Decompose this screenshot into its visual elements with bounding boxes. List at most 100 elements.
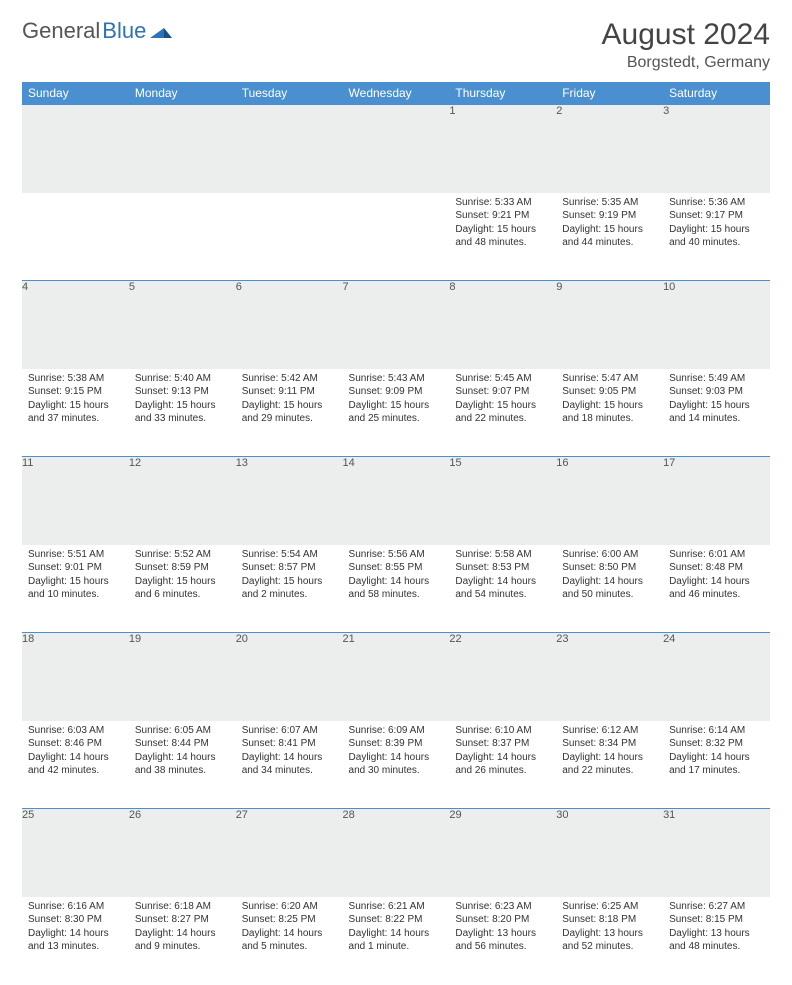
- day-number-cell: 15: [449, 457, 556, 545]
- daylight-line: Daylight: 15 hours and 44 minutes.: [562, 223, 657, 250]
- day-number-cell: 11: [22, 457, 129, 545]
- day-number-cell: [129, 105, 236, 193]
- day-number-cell: 14: [343, 457, 450, 545]
- day-number-cell: 27: [236, 809, 343, 897]
- weekday-header-row: SundayMondayTuesdayWednesdayThursdayFrid…: [22, 82, 770, 105]
- sunset-line: Sunset: 9:01 PM: [28, 561, 123, 575]
- daylight-line: Daylight: 15 hours and 14 minutes.: [669, 399, 764, 426]
- day-detail: Sunrise: 6:00 AMSunset: 8:50 PMDaylight:…: [556, 545, 663, 608]
- day-number-cell: 23: [556, 633, 663, 721]
- sunrise-line: Sunrise: 6:01 AM: [669, 548, 764, 562]
- sunset-line: Sunset: 8:50 PM: [562, 561, 657, 575]
- sunrise-line: Sunrise: 6:03 AM: [28, 724, 123, 738]
- daylight-line: Daylight: 14 hours and 54 minutes.: [455, 575, 550, 602]
- daylight-line: Daylight: 15 hours and 40 minutes.: [669, 223, 764, 250]
- day-detail: Sunrise: 5:38 AMSunset: 9:15 PMDaylight:…: [22, 369, 129, 432]
- day-number-cell: 5: [129, 281, 236, 369]
- daylight-line: Daylight: 13 hours and 52 minutes.: [562, 927, 657, 954]
- daylight-line: Daylight: 14 hours and 22 minutes.: [562, 751, 657, 778]
- day-body-cell: Sunrise: 6:01 AMSunset: 8:48 PMDaylight:…: [663, 545, 770, 633]
- header: GeneralBlue August 2024 Borgstedt, Germa…: [22, 18, 770, 72]
- sunrise-line: Sunrise: 5:51 AM: [28, 548, 123, 562]
- sunrise-line: Sunrise: 5:42 AM: [242, 372, 337, 386]
- day-body-cell: Sunrise: 5:45 AMSunset: 9:07 PMDaylight:…: [449, 369, 556, 457]
- day-body-row: Sunrise: 5:33 AMSunset: 9:21 PMDaylight:…: [22, 193, 770, 281]
- day-body-cell: Sunrise: 6:27 AMSunset: 8:15 PMDaylight:…: [663, 897, 770, 985]
- sunrise-line: Sunrise: 6:05 AM: [135, 724, 230, 738]
- day-number-cell: 8: [449, 281, 556, 369]
- day-detail: Sunrise: 5:56 AMSunset: 8:55 PMDaylight:…: [343, 545, 450, 608]
- day-body-cell: Sunrise: 5:36 AMSunset: 9:17 PMDaylight:…: [663, 193, 770, 281]
- sunset-line: Sunset: 9:13 PM: [135, 385, 230, 399]
- day-detail: Sunrise: 6:01 AMSunset: 8:48 PMDaylight:…: [663, 545, 770, 608]
- daylight-line: Daylight: 14 hours and 30 minutes.: [349, 751, 444, 778]
- sunrise-line: Sunrise: 5:54 AM: [242, 548, 337, 562]
- sunrise-line: Sunrise: 6:14 AM: [669, 724, 764, 738]
- day-number-cell: 30: [556, 809, 663, 897]
- day-body-cell: Sunrise: 5:51 AMSunset: 9:01 PMDaylight:…: [22, 545, 129, 633]
- daylight-line: Daylight: 13 hours and 56 minutes.: [455, 927, 550, 954]
- sunset-line: Sunset: 8:39 PM: [349, 737, 444, 751]
- sunrise-line: Sunrise: 5:43 AM: [349, 372, 444, 386]
- day-body-cell: [343, 193, 450, 281]
- day-detail: Sunrise: 5:33 AMSunset: 9:21 PMDaylight:…: [449, 193, 556, 256]
- day-detail: Sunrise: 5:54 AMSunset: 8:57 PMDaylight:…: [236, 545, 343, 608]
- sunset-line: Sunset: 8:46 PM: [28, 737, 123, 751]
- sunrise-line: Sunrise: 6:21 AM: [349, 900, 444, 914]
- sunset-line: Sunset: 9:11 PM: [242, 385, 337, 399]
- sunrise-line: Sunrise: 5:38 AM: [28, 372, 123, 386]
- day-number-cell: 31: [663, 809, 770, 897]
- day-number-cell: [343, 105, 450, 193]
- day-detail: Sunrise: 6:20 AMSunset: 8:25 PMDaylight:…: [236, 897, 343, 960]
- day-detail: Sunrise: 5:45 AMSunset: 9:07 PMDaylight:…: [449, 369, 556, 432]
- day-number-cell: 10: [663, 281, 770, 369]
- sunrise-line: Sunrise: 5:40 AM: [135, 372, 230, 386]
- day-body-cell: Sunrise: 6:18 AMSunset: 8:27 PMDaylight:…: [129, 897, 236, 985]
- sunset-line: Sunset: 8:37 PM: [455, 737, 550, 751]
- month-title: August 2024: [602, 18, 770, 52]
- day-body-cell: Sunrise: 5:58 AMSunset: 8:53 PMDaylight:…: [449, 545, 556, 633]
- day-number-cell: 28: [343, 809, 450, 897]
- daylight-line: Daylight: 14 hours and 26 minutes.: [455, 751, 550, 778]
- sunset-line: Sunset: 8:22 PM: [349, 913, 444, 927]
- sunrise-line: Sunrise: 6:12 AM: [562, 724, 657, 738]
- daylight-line: Daylight: 15 hours and 29 minutes.: [242, 399, 337, 426]
- day-detail: Sunrise: 6:09 AMSunset: 8:39 PMDaylight:…: [343, 721, 450, 784]
- day-number-cell: 1: [449, 105, 556, 193]
- day-number-cell: 24: [663, 633, 770, 721]
- day-body-row: Sunrise: 5:38 AMSunset: 9:15 PMDaylight:…: [22, 369, 770, 457]
- weekday-header: Thursday: [449, 82, 556, 105]
- sunset-line: Sunset: 9:07 PM: [455, 385, 550, 399]
- day-number-row: 11121314151617: [22, 457, 770, 545]
- sunset-line: Sunset: 8:41 PM: [242, 737, 337, 751]
- day-body-cell: Sunrise: 5:47 AMSunset: 9:05 PMDaylight:…: [556, 369, 663, 457]
- day-detail: Sunrise: 5:40 AMSunset: 9:13 PMDaylight:…: [129, 369, 236, 432]
- day-body-cell: Sunrise: 6:20 AMSunset: 8:25 PMDaylight:…: [236, 897, 343, 985]
- day-detail: Sunrise: 6:07 AMSunset: 8:41 PMDaylight:…: [236, 721, 343, 784]
- daylight-line: Daylight: 14 hours and 34 minutes.: [242, 751, 337, 778]
- day-detail: Sunrise: 5:58 AMSunset: 8:53 PMDaylight:…: [449, 545, 556, 608]
- sunset-line: Sunset: 9:17 PM: [669, 209, 764, 223]
- weekday-header: Saturday: [663, 82, 770, 105]
- sunset-line: Sunset: 8:15 PM: [669, 913, 764, 927]
- day-detail: Sunrise: 5:35 AMSunset: 9:19 PMDaylight:…: [556, 193, 663, 256]
- day-body-cell: Sunrise: 5:35 AMSunset: 9:19 PMDaylight:…: [556, 193, 663, 281]
- sunrise-line: Sunrise: 6:23 AM: [455, 900, 550, 914]
- day-number-cell: 21: [343, 633, 450, 721]
- day-body-cell: Sunrise: 5:56 AMSunset: 8:55 PMDaylight:…: [343, 545, 450, 633]
- day-body-cell: Sunrise: 5:49 AMSunset: 9:03 PMDaylight:…: [663, 369, 770, 457]
- weekday-header: Monday: [129, 82, 236, 105]
- logo: GeneralBlue: [22, 18, 172, 44]
- day-detail: Sunrise: 6:05 AMSunset: 8:44 PMDaylight:…: [129, 721, 236, 784]
- day-detail: Sunrise: 6:21 AMSunset: 8:22 PMDaylight:…: [343, 897, 450, 960]
- day-number-row: 123: [22, 105, 770, 193]
- sunset-line: Sunset: 8:32 PM: [669, 737, 764, 751]
- day-body-cell: Sunrise: 6:05 AMSunset: 8:44 PMDaylight:…: [129, 721, 236, 809]
- day-detail: Sunrise: 6:14 AMSunset: 8:32 PMDaylight:…: [663, 721, 770, 784]
- daylight-line: Daylight: 15 hours and 6 minutes.: [135, 575, 230, 602]
- sunrise-line: Sunrise: 5:58 AM: [455, 548, 550, 562]
- sunset-line: Sunset: 8:30 PM: [28, 913, 123, 927]
- daylight-line: Daylight: 14 hours and 46 minutes.: [669, 575, 764, 602]
- day-body-cell: [129, 193, 236, 281]
- sunset-line: Sunset: 9:09 PM: [349, 385, 444, 399]
